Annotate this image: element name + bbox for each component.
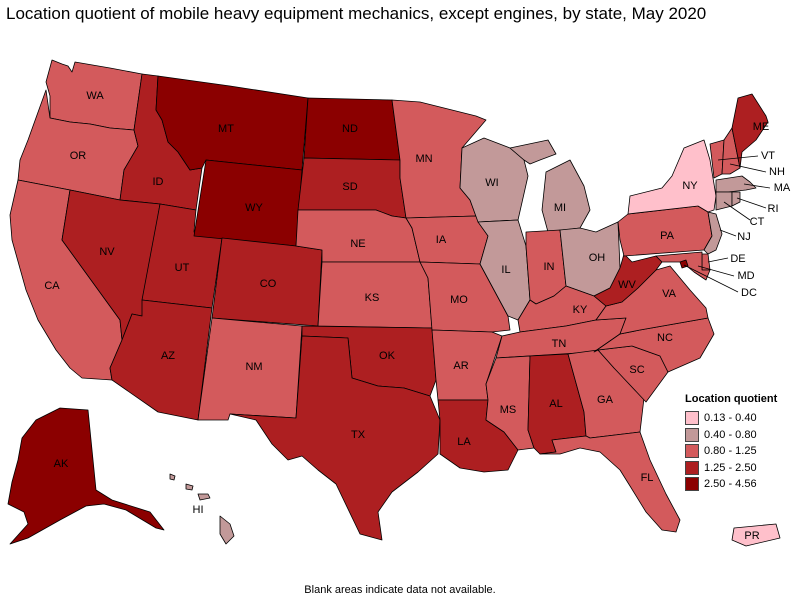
state-az[interactable] <box>109 299 213 421</box>
label-dc: DC <box>741 287 757 299</box>
legend-swatch-3 <box>685 444 699 459</box>
state-nj[interactable] <box>703 211 723 255</box>
label-wi: WI <box>485 177 498 189</box>
label-tn: TN <box>552 338 567 350</box>
label-id: ID <box>153 176 164 188</box>
label-pr: PR <box>744 530 759 542</box>
legend-item-2: 0.40 - 0.80 <box>685 427 777 444</box>
label-ks: KS <box>365 292 380 304</box>
legend-swatch-1 <box>685 411 699 426</box>
legend-label-4: 1.25 - 2.50 <box>704 461 757 474</box>
label-nj: NJ <box>737 231 750 243</box>
label-de: DE <box>730 253 745 265</box>
label-nc: NC <box>657 332 673 344</box>
label-oh: OH <box>589 252 606 264</box>
label-nv: NV <box>99 246 115 258</box>
state-tx[interactable] <box>229 335 441 541</box>
label-or: OR <box>70 150 87 162</box>
footnote: Blank areas indicate data not available. <box>304 584 496 596</box>
label-wa: WA <box>86 90 104 102</box>
label-tx: TX <box>351 429 366 441</box>
legend-label-3: 0.80 - 1.25 <box>704 445 757 458</box>
legend-swatch-5 <box>685 477 699 492</box>
state-il[interactable] <box>477 219 531 321</box>
leader-lines <box>683 155 771 293</box>
state-pr[interactable] <box>731 523 781 547</box>
state-ak[interactable] <box>7 407 165 545</box>
legend-swatch-4 <box>685 460 699 475</box>
state-nh[interactable] <box>721 127 741 175</box>
legend-item-4: 1.25 - 2.50 <box>685 460 777 477</box>
label-mi: MI <box>554 202 566 214</box>
state-md[interactable] <box>655 251 711 281</box>
label-ak: AK <box>54 458 69 470</box>
label-ct: CT <box>750 216 765 228</box>
label-vt: VT <box>761 150 775 162</box>
label-il: IL <box>501 264 510 276</box>
label-az: AZ <box>161 350 175 362</box>
label-ne: NE <box>350 238 365 250</box>
label-nd: ND <box>342 123 358 135</box>
label-mo: MO <box>450 294 468 306</box>
label-ri: RI <box>768 203 779 215</box>
state-ny[interactable] <box>627 139 717 215</box>
label-sc: SC <box>629 364 644 376</box>
label-al: AL <box>549 398 562 410</box>
label-ny: NY <box>682 180 698 192</box>
state-wv[interactable] <box>593 253 663 307</box>
state-me[interactable] <box>731 93 769 169</box>
legend-item-1: 0.13 - 0.40 <box>685 410 777 427</box>
label-nm: NM <box>245 361 262 373</box>
state-ma[interactable] <box>715 175 757 193</box>
label-fl: FL <box>641 472 654 484</box>
label-va: VA <box>662 288 677 300</box>
label-wv: WV <box>618 279 636 291</box>
label-nh: NH <box>769 166 785 178</box>
label-ok: OK <box>379 350 396 362</box>
label-co: CO <box>260 278 277 290</box>
label-hi: HI <box>193 504 204 516</box>
legend-swatch-2 <box>685 427 699 442</box>
legend-item-3: 0.80 - 1.25 <box>685 443 777 460</box>
label-me: ME <box>753 121 770 133</box>
label-ms: MS <box>500 404 517 416</box>
legend-title: Location quotient <box>685 393 778 405</box>
label-ut: UT <box>175 262 190 274</box>
label-mt: MT <box>218 123 234 135</box>
map-title: Location quotient of mobile heavy equipm… <box>6 4 707 23</box>
label-sd: SD <box>342 181 357 193</box>
state-mi[interactable] <box>509 139 591 233</box>
label-in: IN <box>544 261 555 273</box>
label-mn: MN <box>415 153 432 165</box>
label-ar: AR <box>453 360 468 372</box>
state-wi[interactable] <box>459 137 529 223</box>
legend-item-5: 2.50 - 4.56 <box>685 476 777 493</box>
legend: Location quotient 0.13 - 0.40 0.40 - 0.8… <box>685 393 777 493</box>
label-ca: CA <box>44 280 60 292</box>
label-md: MD <box>737 270 754 282</box>
label-pa: PA <box>660 230 675 242</box>
state-hi[interactable] <box>169 473 235 545</box>
state-mt[interactable] <box>155 75 309 171</box>
label-ga: GA <box>597 394 614 406</box>
label-ky: KY <box>573 304 588 316</box>
label-wy: WY <box>245 202 263 214</box>
label-la: LA <box>457 436 471 448</box>
legend-label-2: 0.40 - 0.80 <box>704 428 757 441</box>
legend-label-1: 0.13 - 0.40 <box>704 412 757 425</box>
state-ct[interactable] <box>715 191 733 211</box>
state-ri[interactable] <box>731 191 741 207</box>
label-ia: IA <box>436 234 447 246</box>
state-fl[interactable] <box>539 431 681 533</box>
label-ma: MA <box>774 182 791 194</box>
legend-label-5: 2.50 - 4.56 <box>704 478 757 491</box>
